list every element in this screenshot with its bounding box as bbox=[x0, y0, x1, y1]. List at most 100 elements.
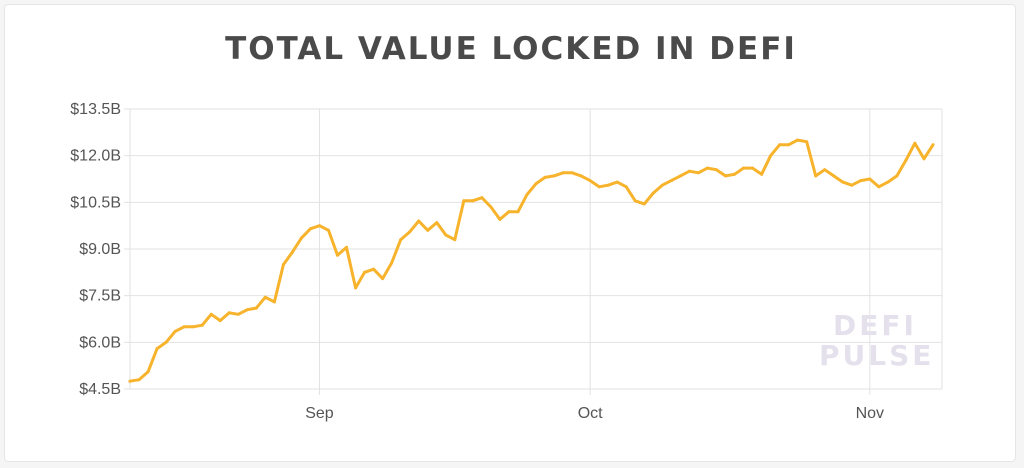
data-point bbox=[615, 180, 619, 184]
data-point bbox=[931, 143, 935, 147]
data-point bbox=[660, 183, 664, 187]
data-point bbox=[299, 236, 303, 240]
data-point bbox=[345, 245, 348, 249]
data-point bbox=[128, 379, 132, 383]
y-tick-label: $13.5B bbox=[70, 101, 121, 118]
data-point bbox=[651, 191, 655, 195]
data-point bbox=[904, 158, 908, 162]
x-tick-label: Nov bbox=[856, 405, 884, 422]
data-point bbox=[245, 308, 249, 312]
data-point bbox=[588, 179, 592, 183]
data-point bbox=[191, 325, 195, 329]
data-point bbox=[453, 238, 457, 242]
data-point bbox=[561, 171, 565, 175]
axes: $4.5B $6.0B $7.5B $9.0B $10.5B $12.0B $13.5B Se… bbox=[70, 101, 884, 422]
data-point bbox=[877, 185, 881, 189]
data-point bbox=[444, 233, 448, 237]
data-point bbox=[336, 253, 339, 257]
data-point bbox=[823, 168, 827, 172]
data-point bbox=[363, 270, 367, 274]
data-point bbox=[624, 185, 628, 189]
x-tick-label: Oct bbox=[578, 405, 603, 422]
data-point bbox=[805, 140, 809, 144]
data-point bbox=[462, 199, 466, 203]
watermark-line-2: PULSE bbox=[819, 339, 934, 372]
data-point bbox=[471, 199, 475, 203]
data-point bbox=[687, 169, 691, 173]
data-point bbox=[164, 340, 168, 344]
tvl-line bbox=[128, 138, 935, 383]
data-point bbox=[327, 228, 330, 232]
data-point bbox=[552, 174, 556, 178]
data-point bbox=[733, 172, 736, 176]
data-point bbox=[597, 185, 601, 189]
data-point bbox=[832, 174, 836, 178]
data-point bbox=[281, 263, 285, 267]
data-point bbox=[814, 174, 818, 178]
data-point bbox=[182, 325, 186, 329]
data-point bbox=[209, 312, 213, 316]
data-point bbox=[868, 177, 872, 181]
data-point bbox=[227, 311, 231, 315]
data-point bbox=[516, 210, 520, 214]
defi-pulse-watermark: DEFI PULSE bbox=[819, 309, 934, 372]
data-point bbox=[399, 238, 403, 242]
data-point bbox=[435, 221, 439, 225]
grid bbox=[124, 108, 943, 395]
data-point bbox=[525, 193, 529, 197]
data-point bbox=[859, 179, 863, 183]
data-point bbox=[714, 168, 718, 172]
data-point bbox=[318, 224, 321, 228]
data-point bbox=[200, 323, 204, 327]
data-point bbox=[751, 166, 754, 170]
data-point bbox=[570, 171, 574, 175]
data-point bbox=[137, 378, 141, 382]
data-point bbox=[146, 370, 150, 374]
data-point bbox=[696, 171, 700, 175]
watermark-line-1: DEFI bbox=[833, 309, 917, 342]
data-point bbox=[173, 329, 177, 333]
data-point bbox=[155, 347, 159, 351]
data-point bbox=[850, 183, 854, 187]
data-point bbox=[705, 166, 709, 170]
data-point bbox=[669, 179, 673, 183]
data-point bbox=[642, 202, 646, 206]
line-chart: DEFI PULSE $4.5B $6.0B $7.5B $9.0B $10.5B $12… bbox=[70, 101, 943, 422]
data-point bbox=[724, 174, 727, 178]
data-point bbox=[426, 228, 430, 232]
data-point bbox=[480, 196, 484, 200]
series-0 bbox=[128, 138, 935, 383]
data-point bbox=[678, 174, 682, 178]
data-point bbox=[272, 300, 276, 304]
data-point bbox=[543, 175, 547, 179]
data-point bbox=[254, 306, 258, 310]
data-point bbox=[534, 182, 538, 186]
data-point bbox=[390, 261, 394, 265]
y-tick-label: $6.0B bbox=[79, 334, 121, 351]
data-point bbox=[841, 180, 845, 184]
data-point bbox=[354, 286, 358, 290]
data-point bbox=[760, 172, 764, 176]
data-point bbox=[308, 227, 312, 231]
data-point bbox=[579, 174, 583, 178]
data-point bbox=[498, 217, 502, 221]
data-point bbox=[408, 230, 412, 234]
data-point bbox=[922, 157, 926, 161]
data-point bbox=[507, 210, 511, 214]
data-point bbox=[895, 174, 899, 178]
data-point bbox=[290, 250, 294, 254]
data-point bbox=[606, 183, 610, 187]
data-point bbox=[381, 277, 385, 281]
data-point bbox=[489, 205, 493, 209]
y-tick-label: $12.0B bbox=[70, 148, 121, 165]
data-point bbox=[372, 267, 376, 271]
data-point bbox=[796, 138, 800, 142]
x-tick-label: Sep bbox=[305, 405, 334, 422]
series bbox=[128, 138, 935, 383]
data-point bbox=[913, 141, 917, 145]
data-point bbox=[633, 199, 637, 203]
y-tick-label: $4.5B bbox=[79, 381, 121, 398]
y-tick-label: $10.5B bbox=[70, 194, 121, 211]
data-point bbox=[778, 143, 782, 147]
chart-card: TOTAL VALUE LOCKED IN DEFI DEFI PULSE $4… bbox=[4, 4, 1016, 462]
